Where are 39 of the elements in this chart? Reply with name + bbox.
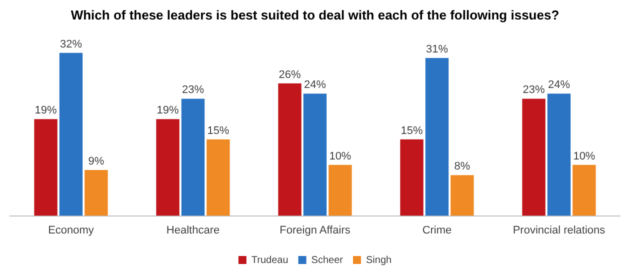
data-label: 23% <box>182 84 204 96</box>
bar <box>547 94 571 216</box>
x-tick-label: Crime <box>422 224 452 236</box>
x-tick-label: Foreign Affairs <box>280 224 351 236</box>
bar <box>522 98 546 216</box>
data-label: 24% <box>304 79 326 92</box>
bar <box>34 119 58 216</box>
x-tick-label: Economy <box>48 224 94 236</box>
data-label: 15% <box>207 124 230 137</box>
legend-label: Scheer <box>311 254 344 266</box>
bar <box>328 164 352 216</box>
legend-label: Singh <box>366 254 392 266</box>
bar <box>450 175 474 216</box>
data-label: 9% <box>88 156 104 168</box>
bar <box>278 83 302 216</box>
x-tick-label: Healthcare <box>166 224 220 236</box>
data-label: 19% <box>156 104 180 117</box>
bar <box>400 139 424 216</box>
bar <box>303 94 327 216</box>
data-label: 10% <box>573 150 596 162</box>
data-label: 31% <box>426 43 448 56</box>
data-label: 10% <box>329 150 352 162</box>
bar <box>59 52 83 216</box>
bar <box>181 98 205 216</box>
data-label: 8% <box>454 160 470 173</box>
data-label: 19% <box>34 104 58 117</box>
bar <box>206 139 230 216</box>
bar <box>84 170 108 216</box>
data-label: 24% <box>548 79 570 92</box>
chart-title: Which of these leaders is best suited to deal with each of the following issues? <box>70 7 560 22</box>
data-label: 32% <box>60 38 82 50</box>
data-label: 23% <box>522 84 546 96</box>
data-label: 15% <box>400 124 424 137</box>
bar <box>425 58 449 216</box>
bar <box>572 164 596 216</box>
x-tick-label: Provincial relations <box>512 224 606 236</box>
legend-label: Trudeau <box>251 254 288 266</box>
data-label: 26% <box>278 68 302 81</box>
bar <box>156 119 180 216</box>
